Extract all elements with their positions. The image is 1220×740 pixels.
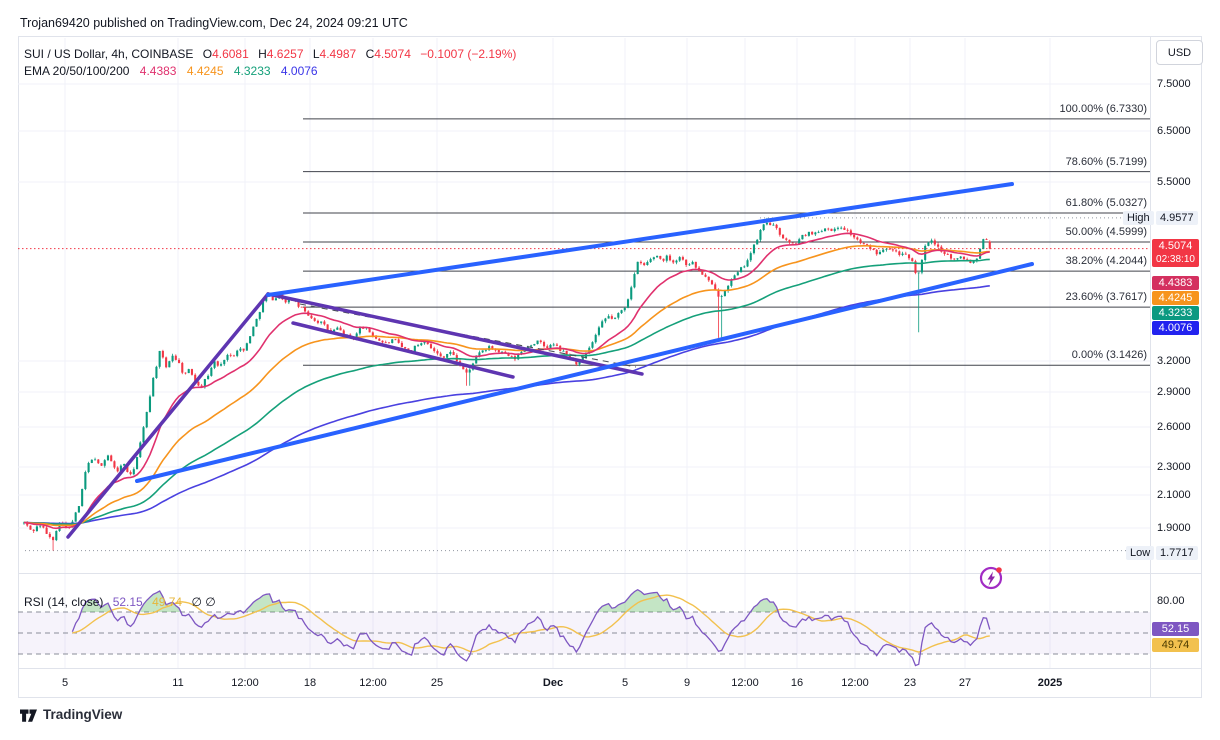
price-axis-tick: 1.9000 bbox=[1157, 522, 1191, 534]
time-axis-tick: 16 bbox=[790, 677, 804, 689]
fib-level-label: 100.00% (6.7330) bbox=[1059, 102, 1147, 115]
close-value: 4.5074 bbox=[374, 47, 411, 61]
time-axis-tick: 12:00 bbox=[841, 677, 869, 689]
fib-level-label: 78.60% (5.7199) bbox=[1065, 155, 1147, 168]
ema20-value: 4.4383 bbox=[139, 64, 177, 78]
price-axis-tick: 5.5000 bbox=[1157, 176, 1191, 188]
rsi-legend: RSI (14, close) 52.15 49.74 ∅ ∅ bbox=[24, 595, 216, 609]
open-value: 4.6081 bbox=[212, 47, 249, 61]
price-axis-tick: 2.1000 bbox=[1157, 489, 1191, 501]
symbol-legend: SUI / US Dollar, 4h, COINBASE O4.6081 H4… bbox=[24, 46, 516, 63]
low-chip: Low bbox=[1126, 546, 1155, 560]
ema50-badge[interactable]: 4.4245 bbox=[1152, 291, 1199, 305]
ema100-badge[interactable]: 4.3233 bbox=[1152, 306, 1199, 320]
time-axis-tick: 11 bbox=[172, 677, 184, 689]
open-label: O bbox=[202, 47, 213, 61]
low-chip-value: 1.7717 bbox=[1156, 546, 1198, 560]
ema200-value: 4.0076 bbox=[280, 64, 318, 78]
time-axis-tick: 27 bbox=[958, 677, 972, 689]
rsi-value: 52.15 bbox=[112, 595, 143, 609]
publication-note: Trojan69420 published on TradingView.com… bbox=[20, 16, 408, 30]
chart-frame bbox=[18, 36, 1202, 698]
tradingview-logo[interactable]: TradingView bbox=[20, 706, 122, 723]
currency-toggle-button[interactable]: USD bbox=[1156, 40, 1203, 65]
symbol-title: SUI / US Dollar, 4h, COINBASE bbox=[24, 47, 194, 61]
fib-level-label: 23.60% (3.7617) bbox=[1065, 291, 1147, 304]
rsi-pane-separator bbox=[18, 573, 1202, 574]
tradingview-logo-text: TradingView bbox=[43, 707, 123, 722]
fib-level-label: 0.00% (3.1426) bbox=[1071, 349, 1147, 362]
rsi-badge[interactable]: 52.15 bbox=[1152, 622, 1199, 636]
time-axis-tick: 23 bbox=[903, 677, 917, 689]
current-price-badge[interactable]: 4.5074 02:38:10 bbox=[1152, 239, 1199, 267]
ema50-value: 4.4245 bbox=[186, 64, 224, 78]
price-axis-tick: 2.6000 bbox=[1157, 421, 1191, 433]
rsi-ma-badge[interactable]: 49.74 bbox=[1152, 638, 1199, 652]
time-axis-tick: 12:00 bbox=[359, 677, 387, 689]
lightning-bolt-icon bbox=[987, 571, 995, 586]
rsi-empty-inputs: ∅ ∅ bbox=[191, 595, 216, 609]
change-value: −0.1007 (−2.19%) bbox=[420, 47, 517, 61]
price-axis-tick: 7.5000 bbox=[1157, 78, 1191, 90]
tradingview-mark-icon bbox=[20, 709, 37, 722]
ema-legend-title: EMA 20/50/100/200 bbox=[24, 64, 130, 78]
price-axis-tick: 2.3000 bbox=[1157, 461, 1191, 473]
time-axis-tick: 9 bbox=[683, 677, 691, 689]
fib-level-label: 50.00% (4.5999) bbox=[1065, 226, 1147, 239]
current-price-value: 4.5074 bbox=[1158, 240, 1193, 252]
price-axis-tick: 6.5000 bbox=[1157, 125, 1191, 137]
rsi-tick-80: 80.00 bbox=[1157, 595, 1185, 607]
ema200-badge[interactable]: 4.0076 bbox=[1152, 321, 1199, 335]
time-axis-separator bbox=[18, 668, 1202, 669]
fib-level-label: 38.20% (4.2044) bbox=[1065, 255, 1147, 268]
notification-dot bbox=[996, 567, 1002, 573]
time-axis-tick: 5 bbox=[61, 677, 69, 689]
time-axis-tick: 25 bbox=[430, 677, 444, 689]
rsi-ma-value: 49.74 bbox=[152, 595, 183, 609]
ema100-value: 4.3233 bbox=[233, 64, 271, 78]
low-value: 4.4987 bbox=[319, 47, 357, 61]
ema-legend: EMA 20/50/100/200 4.4383 4.4245 4.3233 4… bbox=[24, 64, 318, 78]
close-label: C bbox=[365, 47, 375, 61]
high-chip: High bbox=[1123, 211, 1154, 225]
time-axis-tick: 5 bbox=[621, 677, 629, 689]
high-chip-value: 4.9577 bbox=[1156, 211, 1198, 225]
time-axis-tick: 18 bbox=[303, 677, 317, 689]
price-axis-tick: 2.9000 bbox=[1157, 386, 1191, 398]
high-label: H bbox=[258, 47, 267, 61]
rsi-legend-title: RSI (14, close) bbox=[24, 595, 104, 609]
low-label: L bbox=[312, 47, 320, 61]
ema20-badge[interactable]: 4.4383 bbox=[1152, 276, 1199, 290]
time-axis-tick: 12:00 bbox=[731, 677, 759, 689]
flash-streak-icon[interactable] bbox=[978, 564, 1005, 591]
high-value: 4.6257 bbox=[266, 47, 304, 61]
time-axis-tick: 2025 bbox=[1037, 677, 1063, 689]
time-axis-tick: 12:00 bbox=[231, 677, 259, 689]
bar-countdown: 02:38:10 bbox=[1156, 254, 1195, 265]
fib-level-label: 61.80% (5.0327) bbox=[1065, 196, 1147, 209]
price-scale-separator bbox=[1150, 36, 1151, 698]
price-axis-tick: 3.2000 bbox=[1157, 355, 1191, 367]
time-axis-tick: Dec bbox=[542, 677, 564, 689]
